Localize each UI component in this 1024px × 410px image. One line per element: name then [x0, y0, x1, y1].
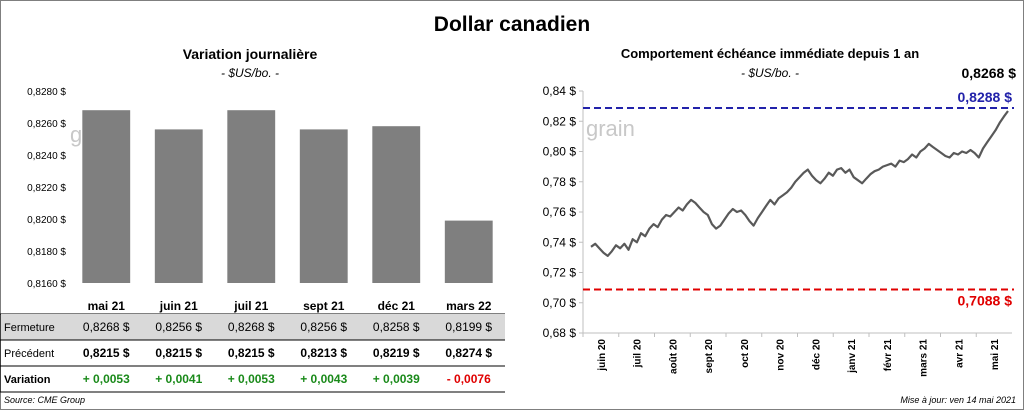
- left-chart-title: Variation journalière: [182, 46, 318, 62]
- y-tick-label: 0,72 $: [543, 266, 577, 280]
- x-tick-label: sept 20: [704, 339, 715, 374]
- y-tick-label: 0,8240 $: [27, 151, 66, 162]
- table-cell: 0,8215 $: [83, 346, 130, 360]
- last-price-label: 0,8268 $: [962, 65, 1017, 81]
- table-cell: + 0,0041: [155, 372, 202, 386]
- x-tick-label: mai 21: [990, 339, 1001, 371]
- table-cell: 0,8199 $: [445, 320, 492, 334]
- table-row-label: Variation: [4, 374, 51, 386]
- x-tick-label: oct 20: [740, 339, 751, 368]
- right-chart-title: Comportement échéance immédiate depuis 1…: [620, 46, 920, 61]
- x-tick-label: janv 21: [847, 339, 858, 374]
- x-tick-label: avr 21: [954, 339, 965, 368]
- y-tick-label: 0,8160 $: [27, 279, 66, 290]
- x-tick-label: mars 21: [919, 339, 930, 377]
- left-bar-chart: grain 0,8160 $0,8180 $0,8200 $0,8220 $0,…: [0, 87, 505, 393]
- left-chart-subtitle: - $US/bo. -: [220, 66, 280, 80]
- x-tick-label: mai 21: [88, 299, 126, 313]
- watermark-logo-right: grain: [586, 116, 635, 141]
- x-tick-label: févr 21: [883, 339, 894, 372]
- table-cell: + 0,0053: [83, 372, 130, 386]
- x-tick-label: nov 20: [776, 339, 787, 371]
- bar: [444, 220, 493, 283]
- x-tick-label: juin 21: [159, 299, 198, 313]
- table-cell: 0,8256 $: [155, 320, 202, 334]
- table-cell: 0,8219 $: [373, 346, 420, 360]
- x-tick-label: sept 21: [303, 299, 345, 313]
- y-tick-label: 0,8180 $: [27, 247, 66, 258]
- y-tick-label: 0,78 $: [543, 175, 577, 189]
- y-tick-label: 0,76 $: [543, 205, 577, 219]
- page-title: Dollar canadien: [433, 13, 591, 36]
- y-tick-label: 0,74 $: [543, 235, 577, 249]
- y-tick-label: 0,8220 $: [27, 183, 66, 194]
- x-tick-label: juil 21: [233, 299, 268, 313]
- y-tick-label: 0,70 $: [543, 296, 577, 310]
- bar: [154, 129, 203, 283]
- bar: [299, 129, 348, 283]
- table-cell: + 0,0039: [373, 372, 420, 386]
- low-label: 0,7088 $: [958, 292, 1013, 308]
- table-cell: 0,8215 $: [228, 346, 275, 360]
- y-tick-label: 0,68 $: [543, 326, 577, 340]
- y-tick-label: 0,84 $: [543, 84, 577, 98]
- x-tick-label: déc 20: [811, 339, 822, 371]
- high-label: 0,8288 $: [958, 89, 1013, 105]
- table-cell: 0,8213 $: [300, 346, 347, 360]
- table-row-label: Précédent: [4, 348, 54, 360]
- x-tick-label: déc 21: [378, 299, 416, 313]
- table-row-label: Fermeture: [4, 322, 55, 334]
- table-cell: - 0,0076: [447, 372, 491, 386]
- table-cell: + 0,0053: [228, 372, 275, 386]
- y-tick-label: 0,80 $: [543, 145, 577, 159]
- source-note: Source: CME Group: [4, 395, 86, 405]
- y-tick-label: 0,8200 $: [27, 215, 66, 226]
- x-tick-label: juin 20: [597, 339, 608, 372]
- table-cell: 0,8274 $: [445, 346, 492, 360]
- table-cell: + 0,0043: [300, 372, 347, 386]
- table-cell: 0,8258 $: [373, 320, 420, 334]
- table-cell: 0,8268 $: [83, 320, 130, 334]
- table-cell: 0,8268 $: [228, 320, 275, 334]
- x-tick-label: août 20: [668, 339, 679, 374]
- y-tick-label: 0,8260 $: [27, 119, 66, 130]
- right-line-chart: grain 0,68 $ 0,70 $ 0,72 $ 0,74 $ 0,76 $ 0,78…: [543, 65, 1017, 377]
- table-row-shade: [1, 314, 505, 340]
- right-chart-subtitle: - $US/bo. -: [740, 66, 800, 80]
- bar: [227, 110, 276, 283]
- y-tick-label: 0,82 $: [543, 114, 577, 128]
- x-tick-label: mars 22: [446, 299, 492, 313]
- table-cell: 0,8215 $: [155, 346, 202, 360]
- bar: [82, 110, 131, 283]
- update-note: Mise à jour: ven 14 mai 2021: [900, 395, 1016, 405]
- y-tick-label: 0,8280 $: [27, 87, 66, 98]
- price-line: [590, 110, 1009, 257]
- bar: [372, 126, 421, 283]
- x-tick-label: juil 20: [633, 339, 644, 369]
- table-cell: 0,8256 $: [300, 320, 347, 334]
